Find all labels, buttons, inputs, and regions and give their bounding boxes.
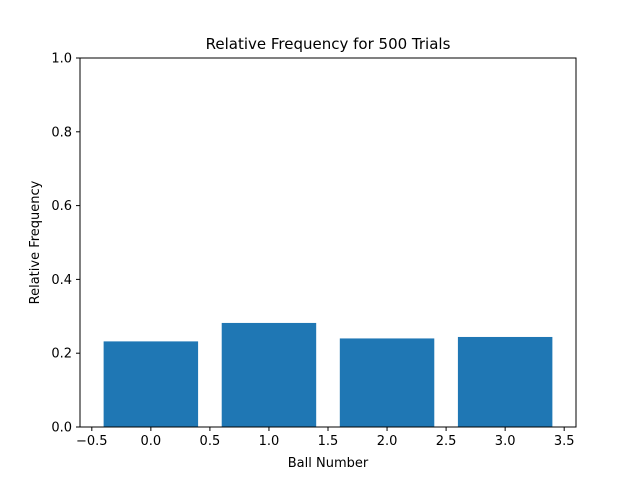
x-tick-label: 0.0: [141, 434, 162, 449]
bar-2: [339, 338, 435, 427]
bar-0: [103, 341, 199, 427]
y-tick-label: 0.8: [51, 125, 72, 140]
x-tick-label: 1.0: [259, 434, 280, 449]
y-tick-label: 0.6: [51, 199, 72, 214]
y-tick-label: 0.0: [51, 421, 72, 436]
y-tick-label: 1.0: [51, 52, 72, 67]
x-tick-label: 2.0: [377, 434, 398, 449]
y-axis-label: Relative Frequency: [28, 180, 43, 304]
x-axis-label: Ball Number: [288, 456, 369, 471]
bar-1: [221, 322, 317, 427]
x-ticks-group: −0.5 0.0 0.5 1.0 1.5 2.0 2.5 3.0 3.5: [76, 427, 575, 449]
x-tick-label: −0.5: [76, 434, 108, 449]
bar-3: [457, 336, 553, 427]
x-tick-label: 1.5: [318, 434, 339, 449]
x-tick-label: 0.5: [200, 434, 221, 449]
x-tick-label: 2.5: [436, 434, 457, 449]
x-tick-label: 3.5: [554, 434, 575, 449]
x-tick-label: 3.0: [495, 434, 516, 449]
y-tick-label: 0.2: [51, 347, 72, 362]
chart-title: Relative Frequency for 500 Trials: [206, 35, 451, 53]
y-ticks-group: 0.0 0.2 0.4 0.6 0.8 1.0: [51, 52, 80, 436]
y-tick-label: 0.4: [51, 273, 72, 288]
bars-group: [103, 322, 553, 427]
